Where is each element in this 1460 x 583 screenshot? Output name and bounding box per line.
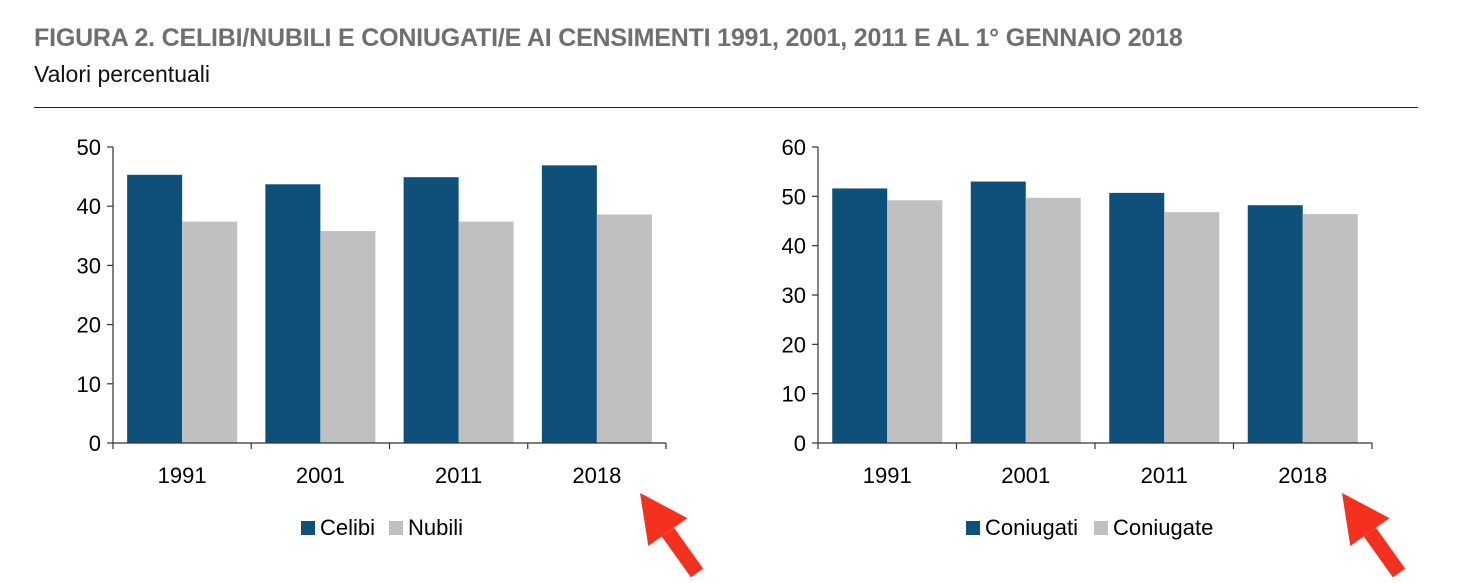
y-tick-label-60: 60 <box>782 135 806 160</box>
x-tick-label-2018: 2018 <box>572 463 621 488</box>
y-tick-label-40: 40 <box>77 194 101 219</box>
legend-swatch-coniugate <box>1094 521 1108 535</box>
bar-celibi-1991 <box>127 174 183 443</box>
y-tick-label-50: 50 <box>782 184 806 209</box>
arrow-head <box>640 493 688 547</box>
legend-swatch-coniugati <box>966 521 980 535</box>
title-divider <box>34 107 1418 108</box>
legend-swatch-celibi <box>301 521 315 535</box>
page-title: FIGURA 2. CELIBI/NUBILI E CONIUGATI/E AI… <box>34 24 1183 52</box>
legend-label-nubili: Nubili <box>408 515 463 540</box>
bar-coniugati-2011 <box>1109 192 1165 443</box>
bar-nubili-1991 <box>182 221 238 443</box>
bar-celibi-2011 <box>403 177 459 443</box>
arrow-shaft <box>1363 527 1406 578</box>
bar-coniugati-1991 <box>832 188 888 443</box>
bar-coniugati-2001 <box>970 181 1026 444</box>
y-tick-label-10: 10 <box>77 372 101 397</box>
bar-celibi-2001 <box>265 184 321 443</box>
y-tick-label-0: 0 <box>794 431 806 456</box>
y-tick-label-40: 40 <box>782 234 806 259</box>
y-tick-label-50: 50 <box>77 135 101 160</box>
y-tick-label-30: 30 <box>782 283 806 308</box>
y-tick-label-20: 20 <box>782 332 806 357</box>
page-subtitle: Valori percentuali <box>34 61 211 87</box>
annotation-arrow-icon <box>640 493 704 578</box>
bar-coniugate-1991 <box>887 200 943 443</box>
bar-coniugate-2011 <box>1164 212 1220 443</box>
legend-label-coniugati: Coniugati <box>985 515 1078 540</box>
y-tick-label-30: 30 <box>77 253 101 278</box>
x-tick-label-2018: 2018 <box>1278 463 1327 488</box>
y-tick-label-20: 20 <box>77 313 101 338</box>
legend-label-coniugate: Coniugate <box>1113 515 1213 540</box>
bar-coniugate-2018 <box>1302 214 1358 443</box>
arrow-shaft <box>661 527 704 578</box>
x-tick-label-2011: 2011 <box>1141 463 1188 488</box>
bar-celibi-2018 <box>541 165 597 444</box>
legend-swatch-nubili <box>389 521 403 535</box>
x-tick-label-2011: 2011 <box>435 463 482 488</box>
x-tick-label-1991: 1991 <box>158 463 207 488</box>
annotation-arrow-icon <box>1342 493 1406 578</box>
legend-label-celibi: Celibi <box>320 515 375 540</box>
bar-coniugati-2018 <box>1247 205 1303 443</box>
y-tick-label-10: 10 <box>782 382 806 407</box>
bar-nubili-2011 <box>458 221 514 443</box>
x-tick-label-1991: 1991 <box>863 463 912 488</box>
arrow-head <box>1342 493 1390 547</box>
bar-coniugate-2001 <box>1025 197 1081 443</box>
x-tick-label-2001: 2001 <box>296 463 345 488</box>
bar-nubili-2001 <box>320 231 376 443</box>
y-tick-label-0: 0 <box>89 431 101 456</box>
bar-nubili-2018 <box>596 214 652 443</box>
x-tick-label-2001: 2001 <box>1001 463 1050 488</box>
